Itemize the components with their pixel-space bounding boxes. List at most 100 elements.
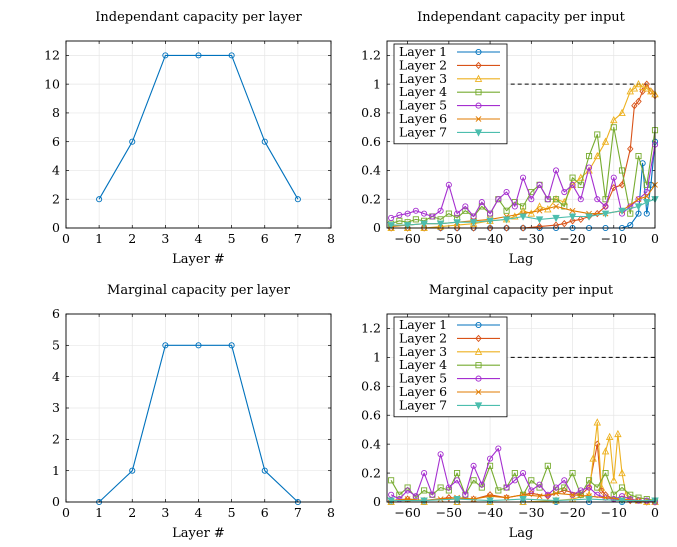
data-point (470, 462, 477, 469)
data-point (618, 497, 626, 505)
data-point (261, 138, 268, 145)
data-point (486, 224, 494, 232)
data-point (503, 207, 510, 214)
data-point (437, 451, 444, 458)
data-point (647, 87, 655, 95)
y-tick-label: 8 (52, 105, 60, 120)
data-point (577, 173, 585, 181)
data-point (635, 196, 642, 203)
data-point (601, 210, 610, 218)
legend-marker (475, 48, 482, 56)
data-point (421, 210, 428, 217)
y-tick-label: 0.2 (361, 191, 381, 206)
data-point (437, 484, 444, 491)
data-point (403, 222, 412, 230)
data-point (569, 217, 576, 225)
data-point (437, 496, 444, 503)
legend-marker (474, 347, 483, 355)
x-axis-label: Lag (509, 252, 534, 267)
data-point (511, 470, 518, 477)
data-point (618, 468, 626, 477)
data-point (585, 477, 593, 484)
x-tick-label: 1 (95, 505, 103, 520)
data-point (470, 496, 477, 503)
y-tick-label: 1 (373, 76, 381, 91)
legend-label: Layer 5 (399, 371, 447, 386)
x-tick-label: 0 (62, 231, 70, 246)
legend-label: Layer 2 (399, 330, 447, 345)
data-point (429, 213, 436, 220)
x-tick-label: 3 (161, 505, 169, 520)
data-point (643, 80, 650, 88)
data-point (396, 491, 403, 498)
data-point (478, 481, 485, 488)
series-layer-5 (388, 445, 659, 506)
data-point (536, 493, 543, 500)
y-tick-label: 12 (44, 48, 60, 63)
data-point (601, 447, 610, 455)
data-point (631, 102, 638, 110)
data-point (503, 188, 510, 196)
data-point (643, 193, 650, 200)
data-point (420, 220, 428, 228)
legend-marker (475, 116, 482, 122)
data-point (585, 153, 593, 160)
legend-label: Layer 4 (399, 84, 447, 99)
data-point (635, 210, 642, 217)
data-point (643, 199, 651, 207)
data-point (412, 493, 419, 500)
y-tick-label: 0.6 (361, 134, 381, 149)
data-point (627, 491, 634, 498)
data-point (511, 477, 518, 484)
data-point (445, 210, 452, 217)
data-point (552, 167, 560, 174)
x-tick-label: 5 (228, 231, 236, 246)
data-point (536, 207, 543, 214)
data-point (585, 496, 593, 504)
legend-marker (475, 61, 482, 70)
data-point (412, 207, 419, 214)
data-point (627, 145, 634, 153)
plot-frame (386, 40, 656, 229)
y-tick-label: 1.2 (361, 48, 381, 63)
data-point (577, 215, 584, 224)
series-line (98, 54, 299, 200)
legend-label: Layer 6 (399, 111, 447, 126)
x-tick-label: −20 (559, 505, 585, 520)
y-tick-label: 1 (373, 350, 381, 365)
data-point (396, 217, 403, 224)
data-point (536, 222, 543, 231)
data-point (605, 432, 614, 440)
x-tick-label: −40 (477, 505, 503, 520)
x-tick-label: 8 (327, 505, 335, 520)
x-tick-label: 4 (195, 505, 203, 520)
x-tick-label: −60 (394, 505, 420, 520)
data-point (544, 196, 551, 203)
data-point (520, 470, 527, 477)
chart-title: Marginal capacity per input (429, 283, 614, 298)
x-tick-label: −40 (477, 231, 503, 246)
chart-panel-3: 0 1 2 3 4 5 6 7 8 0 1 2 3 4 5 6 Marginal capacity per la… (52, 283, 335, 541)
data-point (453, 496, 461, 504)
y-tick-label: 0.8 (361, 105, 381, 120)
data-point (614, 429, 622, 438)
data-point (96, 196, 103, 203)
data-point (610, 476, 618, 484)
x-axis-label: Layer # (172, 526, 225, 541)
y-tick-label: 1.2 (361, 321, 381, 336)
x-tick-label: 7 (294, 231, 302, 246)
y-tick-label: 0 (52, 494, 60, 509)
data-point (421, 487, 428, 494)
data-point (593, 418, 602, 426)
legend-marker (475, 389, 482, 395)
y-tick-label: 3 (52, 400, 60, 415)
x-tick-label: −10 (601, 231, 627, 246)
legend-label: Layer 7 (399, 397, 447, 412)
legend-label: Layer 3 (399, 344, 447, 359)
data-point (470, 213, 477, 220)
series-line (96, 342, 301, 506)
data-point (429, 491, 436, 498)
data-point (495, 487, 502, 494)
data-point (601, 137, 610, 145)
data-point (602, 203, 609, 210)
